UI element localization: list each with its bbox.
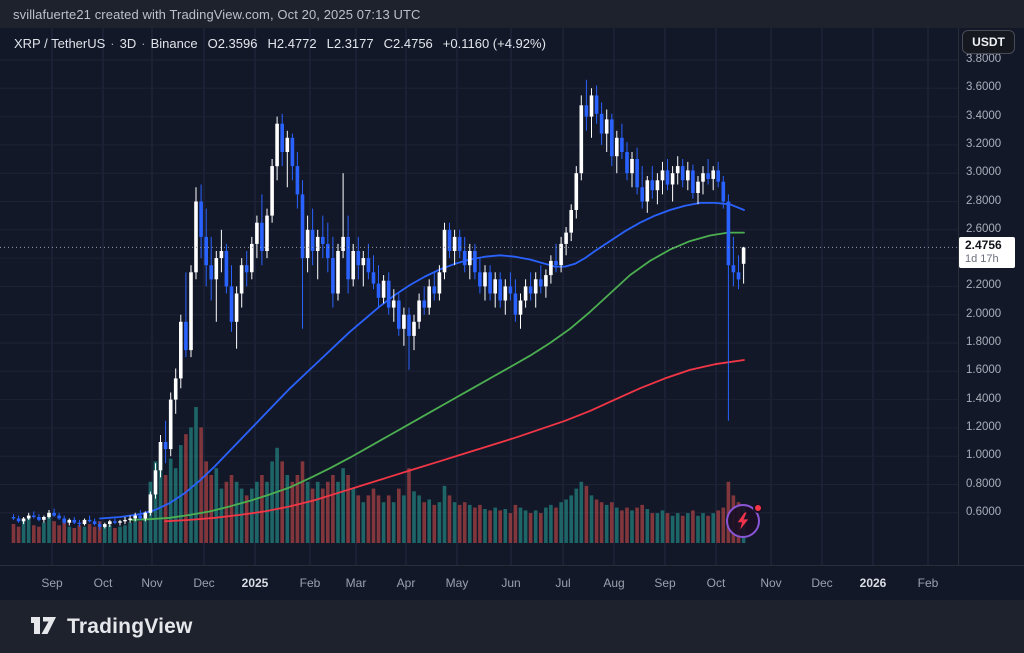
price-tick-label: 3.2000: [966, 138, 1002, 150]
bar-countdown: 1d 17h: [965, 252, 999, 265]
year-label: 2025: [241, 576, 269, 590]
month-label: May: [445, 576, 469, 590]
legend-separator: ·: [110, 35, 115, 51]
price-tick-label: 1.0000: [966, 449, 1002, 461]
attribution-text: svillafuerte21 created with TradingView.…: [13, 6, 421, 22]
price-tick-label: 1.2000: [966, 421, 1002, 433]
exchange-label: Binance: [150, 35, 198, 51]
currency-toggle-button[interactable]: USDT: [962, 30, 1015, 54]
month-label: Sep: [41, 576, 63, 590]
ohlc-close: C2.4756: [383, 35, 433, 51]
current-price-label: 2.4756 1d 17h: [959, 237, 1015, 268]
price-tick-label: 1.4000: [966, 393, 1002, 405]
year-label: 2026: [859, 576, 887, 590]
price-tick-label: 0.6000: [966, 506, 1002, 518]
month-label: Apr: [396, 576, 416, 590]
legend-separator: ·: [141, 35, 146, 51]
tradingview-wordmark: TradingView: [67, 614, 193, 638]
price-tick-label: 3.6000: [966, 81, 1002, 93]
ohlc-high: H2.4772: [267, 35, 317, 51]
flash-badge[interactable]: [726, 503, 764, 542]
price-tick-label: 2.8000: [966, 195, 1002, 207]
month-label: Feb: [917, 576, 939, 590]
month-label: Jul: [555, 576, 571, 590]
month-label: Oct: [93, 576, 113, 590]
price-tick-label: 2.2000: [966, 279, 1002, 291]
month-label: Nov: [141, 576, 163, 590]
interval-label[interactable]: 3D: [119, 35, 137, 51]
price-tick-label: 1.6000: [966, 364, 1002, 376]
price-tick-label: 0.8000: [966, 478, 1002, 490]
price-change: +0.1160 (+4.92%): [442, 35, 546, 51]
chart-area[interactable]: XRP / TetherUS · 3D · Binance O2.3596 H2…: [0, 28, 1024, 600]
month-label: Aug: [603, 576, 625, 590]
tradingview-logo[interactable]: TradingView: [30, 615, 193, 639]
price-tick-label: 3.4000: [966, 110, 1002, 122]
candlestick-chart-canvas[interactable]: [0, 28, 1024, 600]
price-tick-label: 2.0000: [966, 308, 1002, 320]
tradingview-logo-icon: [31, 616, 56, 634]
price-tick-label: 1.8000: [966, 336, 1002, 348]
symbol-legend[interactable]: XRP / TetherUS · 3D · Binance O2.3596 H2…: [14, 34, 546, 52]
month-label: Dec: [811, 576, 833, 590]
time-axis[interactable]: Sep Oct Nov Dec 2025 Feb Mar Apr May Jun Jul Aug Sep…: [0, 565, 1024, 600]
month-label: Nov: [760, 576, 782, 590]
month-label: Mar: [345, 576, 367, 590]
footer-bar: TradingView: [0, 600, 1024, 653]
price-tick-label: 2.6000: [966, 223, 1002, 235]
month-label: Feb: [299, 576, 321, 590]
notification-dot: [753, 503, 763, 513]
price-axis[interactable]: 3.8000 3.6000 3.4000 3.2000 3.0000 2.8000 2.60…: [959, 28, 1024, 565]
month-label: Sep: [654, 576, 676, 590]
ohlc-open: O2.3596: [207, 35, 258, 51]
ohlc-low: L2.3177: [326, 35, 374, 51]
lightning-icon: [737, 512, 749, 530]
price-axis-border: [958, 28, 959, 600]
month-label: Dec: [193, 576, 215, 590]
month-label: Jun: [501, 576, 521, 590]
price-tick-label: 3.8000: [966, 53, 1002, 65]
attribution-bar: svillafuerte21 created with TradingView.…: [0, 0, 1024, 28]
price-tick-label: 3.0000: [966, 166, 1002, 178]
symbol-name[interactable]: XRP / TetherUS: [14, 35, 106, 51]
current-price-value: 2.4756: [965, 238, 1002, 252]
month-label: Oct: [706, 576, 726, 590]
